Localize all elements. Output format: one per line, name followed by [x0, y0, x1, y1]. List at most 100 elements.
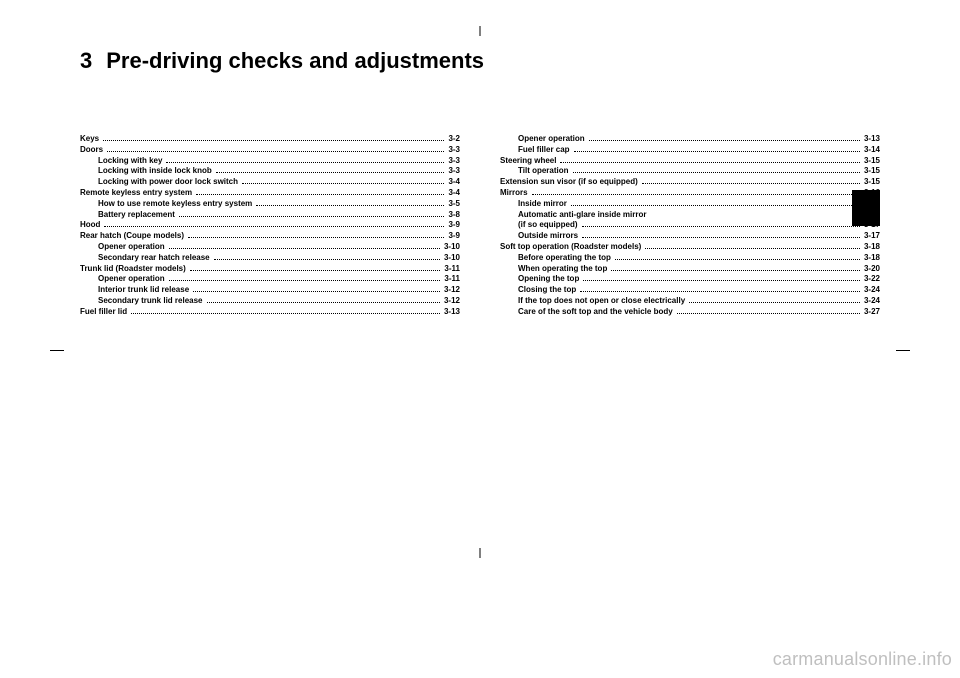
toc-leader-dots — [193, 291, 440, 292]
toc-label: Keys — [80, 134, 99, 145]
toc-row: Hood3-9 — [80, 220, 460, 231]
toc-page-number: 3-11 — [444, 264, 460, 275]
toc-row: Before operating the top 3-18 — [500, 253, 880, 264]
chapter-number: 3 — [80, 48, 92, 74]
toc-row: Inside mirror3-16 — [500, 199, 880, 210]
toc-label: Before operating the top — [518, 253, 611, 264]
toc-leader-dots — [573, 172, 860, 173]
toc-label: Opening the top — [518, 274, 579, 285]
toc-label: Secondary trunk lid release — [98, 296, 203, 307]
toc-row: Opener operation 3-11 — [80, 274, 460, 285]
toc-page-number: 3-13 — [864, 134, 880, 145]
toc-leader-dots — [611, 270, 860, 271]
toc-label: Extension sun visor (if so equipped) — [500, 177, 638, 188]
toc-page-number: 3-11 — [444, 274, 460, 285]
toc-leader-dots — [583, 280, 860, 281]
crop-mark-left — [50, 350, 64, 351]
toc-row: Fuel filler lid 3-13 — [80, 307, 460, 318]
toc-leader-dots — [645, 248, 860, 249]
toc-row: (if so equipped)3-17 — [500, 220, 880, 231]
toc-label: Mirrors — [500, 188, 528, 199]
toc-leader-dots — [571, 205, 860, 206]
toc-row: Doors3-3 — [80, 145, 460, 156]
toc-row: Locking with inside lock knob3-3 — [80, 166, 460, 177]
toc-label: Fuel filler lid — [80, 307, 127, 318]
toc-label: Locking with power door lock switch — [98, 177, 238, 188]
toc-leader-dots — [589, 140, 860, 141]
toc-label: Remote keyless entry system — [80, 188, 192, 199]
crop-mark-top — [480, 26, 481, 36]
toc-row: Secondary trunk lid release3-12 — [80, 296, 460, 307]
toc-page-number: 3-24 — [864, 296, 880, 307]
toc-label: Rear hatch (Coupe models) — [80, 231, 184, 242]
toc-row: Care of the soft top and the vehicle bod… — [500, 307, 880, 318]
toc-row: Trunk lid (Roadster models) 3-11 — [80, 264, 460, 275]
toc-page-number: 3-18 — [864, 253, 880, 264]
toc-page-number: 3-24 — [864, 285, 880, 296]
toc-page-number: 3-10 — [444, 253, 460, 264]
toc-leader-dots — [169, 280, 441, 281]
toc-leader-dots — [214, 259, 440, 260]
toc-label: Interior trunk lid release — [98, 285, 189, 296]
toc-row: Outside mirrors3-17 — [500, 231, 880, 242]
toc-row: When operating the top3-20 — [500, 264, 880, 275]
toc-row: Soft top operation (Roadster models)3-18 — [500, 242, 880, 253]
toc-leader-dots — [216, 172, 445, 173]
toc-row: Locking with key 3-3 — [80, 156, 460, 167]
toc-page-number: 3-18 — [864, 242, 880, 253]
toc-page-number: 3-13 — [444, 307, 460, 318]
toc-label: Doors — [80, 145, 103, 156]
toc-row: Secondary rear hatch release3-10 — [80, 253, 460, 264]
section-tab — [852, 190, 880, 226]
toc-row: Mirrors3-16 — [500, 188, 880, 199]
toc-page-number: 3-17 — [864, 231, 880, 242]
toc-leader-dots — [642, 183, 860, 184]
toc-leader-dots — [104, 226, 444, 227]
toc-row: Automatic anti-glare inside mirror — [500, 210, 880, 221]
manual-page: 3 Pre-driving checks and adjustments Keys… — [0, 0, 960, 678]
toc-leader-dots — [190, 270, 441, 271]
toc-row: Opener operation3-13 — [500, 134, 880, 145]
toc-label: Care of the soft top and the vehicle bod… — [518, 307, 673, 318]
toc-page-number: 3-15 — [864, 166, 880, 177]
toc-leader-dots — [131, 313, 440, 314]
toc-leader-dots — [207, 302, 440, 303]
toc-leader-dots — [179, 216, 445, 217]
toc-row: Opener operation 3-10 — [80, 242, 460, 253]
toc-leader-dots — [107, 151, 444, 152]
toc-row: Closing the top 3-24 — [500, 285, 880, 296]
toc-leader-dots — [582, 226, 860, 227]
toc-label: Opener operation — [98, 274, 165, 285]
toc-leader-dots — [196, 194, 444, 195]
toc-label: Inside mirror — [518, 199, 567, 210]
crop-mark-right — [896, 350, 910, 351]
toc-page-number: 3-4 — [448, 188, 460, 199]
toc-page-number: 3-22 — [864, 274, 880, 285]
toc-row: Keys 3-2 — [80, 134, 460, 145]
toc-page-number: 3-10 — [444, 242, 460, 253]
toc-leader-dots — [169, 248, 440, 249]
chapter-title: 3 Pre-driving checks and adjustments — [80, 48, 880, 74]
toc-page-number: 3-5 — [448, 199, 460, 210]
toc-label: Closing the top — [518, 285, 576, 296]
toc-label: Hood — [80, 220, 100, 231]
toc-column-left: Keys3-2Doors3-3Locking with key3-3Lockin… — [80, 134, 460, 318]
chapter-title-text: Pre-driving checks and adjustments — [106, 48, 484, 73]
toc-label: Trunk lid (Roadster models) — [80, 264, 186, 275]
toc-row: Tilt operation3-15 — [500, 166, 880, 177]
toc-page-number: 3-4 — [448, 177, 460, 188]
toc-page-number: 3-2 — [448, 134, 460, 145]
toc-row: Fuel filler cap3-14 — [500, 145, 880, 156]
toc-page-number: 3-3 — [448, 156, 460, 167]
toc-row: Extension sun visor (if so equipped)3-15 — [500, 177, 880, 188]
toc-label: Battery replacement — [98, 210, 175, 221]
toc-leader-dots — [242, 183, 444, 184]
toc-page-number: 3-20 — [864, 264, 880, 275]
toc-leader-dots — [532, 194, 860, 195]
toc-label: Opener operation — [98, 242, 165, 253]
toc-leader-dots — [574, 151, 860, 152]
toc-label: Automatic anti-glare inside mirror — [518, 210, 646, 221]
toc-leader-dots — [256, 205, 444, 206]
toc-label: Locking with key — [98, 156, 162, 167]
toc-column-right: Opener operation3-13Fuel filler cap3-14 S… — [500, 134, 880, 318]
